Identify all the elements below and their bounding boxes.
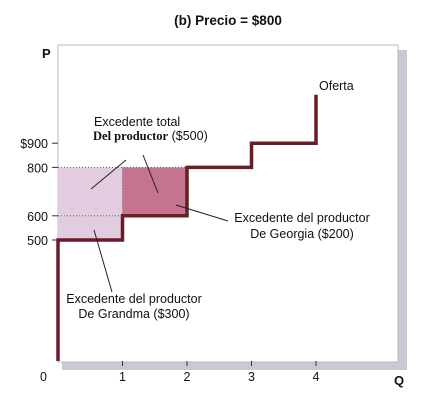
y-axis-label: P bbox=[42, 46, 51, 61]
supply-label: Oferta bbox=[319, 79, 354, 93]
pointer-georgia bbox=[175, 204, 229, 222]
x-tick-label: 2 bbox=[184, 370, 191, 384]
annotation-total-line2b: ($500) bbox=[168, 129, 208, 143]
annotation-total-line2a: Del productor bbox=[93, 129, 169, 143]
annotation-total-line2: Del productor ($500) bbox=[93, 129, 208, 143]
frame-shadow-bottom bbox=[62, 362, 407, 370]
annotation-grandma-line2: De Grandma ($300) bbox=[78, 307, 189, 321]
annotation-georgia-line1: Excedente del productor bbox=[234, 211, 370, 225]
y-tick-label: 600 bbox=[27, 210, 48, 224]
x-tick-label: 4 bbox=[313, 370, 320, 384]
y-tick-label: $900 bbox=[20, 137, 48, 151]
y-tick-label: 800 bbox=[27, 161, 48, 175]
annotation-grandma-line1: Excedente del productor bbox=[66, 292, 202, 306]
y-tick-label: 500 bbox=[27, 234, 48, 248]
chart-title: (b) Precio = $800 bbox=[174, 13, 282, 28]
surplus-area-1 bbox=[58, 167, 123, 240]
x-tick-label: 3 bbox=[248, 370, 255, 384]
annotation-total-line1: Excedente total bbox=[94, 115, 180, 129]
surplus-area-2 bbox=[122, 167, 187, 216]
x-axis-label: Q bbox=[394, 373, 404, 388]
pointer-total-right bbox=[142, 154, 159, 194]
supply-line bbox=[56, 94, 318, 361]
x-tick-label: 1 bbox=[119, 370, 126, 384]
pointer-grandma bbox=[93, 229, 113, 293]
annotation-georgia-line2: De Georgia ($200) bbox=[250, 227, 354, 241]
pointer-total-left bbox=[90, 159, 127, 190]
frame-shadow-right bbox=[398, 50, 407, 370]
origin-label: 0 bbox=[40, 370, 47, 384]
